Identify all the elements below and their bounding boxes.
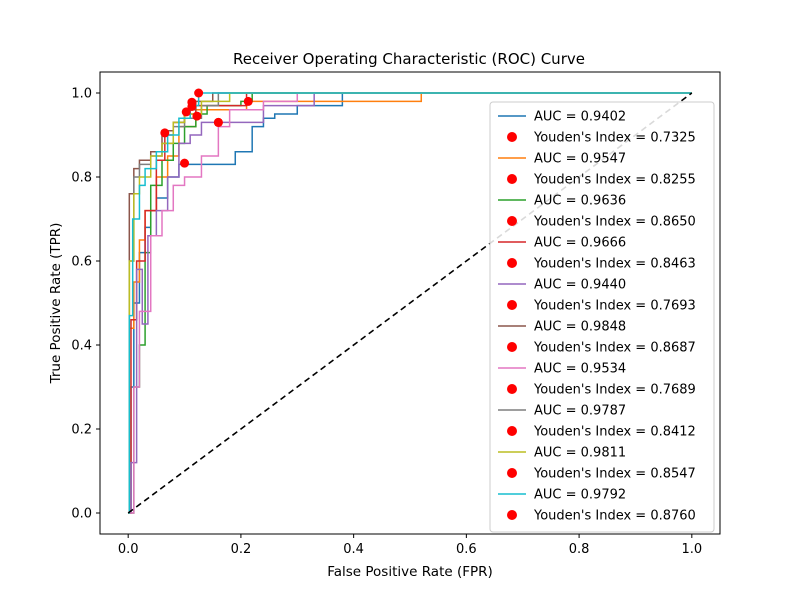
chart-title: Receiver Operating Characteristic (ROC) … <box>233 50 585 68</box>
y-tick-label: 0.4 <box>71 339 92 354</box>
legend-box <box>489 101 715 533</box>
legend-label-auc: AUC = 0.9848 <box>534 320 626 335</box>
youden-point-7 <box>213 117 223 127</box>
youden-point-8 <box>181 107 191 117</box>
legend-label-auc: AUC = 0.9636 <box>534 194 626 209</box>
axes-frame <box>99 71 721 535</box>
legend-label-auc: AUC = 0.9547 <box>534 152 626 167</box>
legend-label-auc: AUC = 0.9534 <box>534 362 626 377</box>
y-tick-label: 0.0 <box>71 507 92 522</box>
youden-point-9 <box>187 101 197 111</box>
legend-marker-swatch <box>507 426 517 436</box>
legend-label-auc: AUC = 0.9811 <box>534 446 626 461</box>
youden-point-6 <box>160 128 170 138</box>
legend-label-youden: Youden's Index = 0.8650 <box>533 215 696 230</box>
x-axis-label: False Positive Rate (FPR) <box>327 564 493 580</box>
x-tick-label: 0.0 <box>118 542 139 557</box>
youden-point-1 <box>180 158 190 168</box>
legend-marker-swatch <box>507 510 517 520</box>
roc-curve-9 <box>128 92 692 514</box>
roc-curve-7 <box>128 92 692 514</box>
legend-marker-swatch <box>507 384 517 394</box>
legend-label-youden: Youden's Index = 0.8687 <box>533 341 696 356</box>
legend-marker-swatch <box>507 132 517 142</box>
legend-label-auc: AUC = 0.9787 <box>534 404 626 419</box>
legend-marker-swatch <box>507 174 517 184</box>
x-tick-label: 0.6 <box>456 542 477 557</box>
y-axis-label: True Positive Rate (TPR) <box>48 223 64 385</box>
legend-label-auc: AUC = 0.9666 <box>534 236 626 251</box>
legend-marker-swatch <box>507 468 517 478</box>
x-tick-label: 1.0 <box>681 542 702 557</box>
x-tick-label: 0.2 <box>231 542 252 557</box>
legend-label-auc: AUC = 0.9440 <box>534 278 626 293</box>
y-tick-label: 0.8 <box>71 171 92 186</box>
legend-marker-swatch <box>507 300 517 310</box>
youden-point-2 <box>243 96 253 106</box>
legend-label-auc: AUC = 0.9792 <box>534 488 626 503</box>
legend: AUC = 0.9402 Youden's Index = 0.7325 AUC =… <box>489 101 715 533</box>
x-tick-label: 0.8 <box>569 542 590 557</box>
legend-label-youden: Youden's Index = 0.8760 <box>533 509 696 524</box>
legend-label-auc: AUC = 0.9402 <box>534 110 626 125</box>
legend-label-youden: Youden's Index = 0.8255 <box>533 173 696 188</box>
legend-label-youden: Youden's Index = 0.7693 <box>533 299 696 314</box>
youden-point-4 <box>192 111 202 121</box>
legend-label-youden: Youden's Index = 0.8463 <box>533 257 696 272</box>
legend-label-youden: Youden's Index = 0.8412 <box>533 425 696 440</box>
youden-point-10 <box>194 88 204 98</box>
y-tick-label: 0.6 <box>71 255 92 270</box>
roc-curve-5 <box>128 92 692 514</box>
y-tick-label: 1.0 <box>71 87 92 102</box>
legend-label-youden: Youden's Index = 0.7689 <box>533 383 696 398</box>
x-tick-label: 0.4 <box>343 542 364 557</box>
legend-marker-swatch <box>507 216 517 226</box>
axis-ticks: 0.0 0.2 0.4 0.6 0.8 1.0 0.0 0.2 0.4 0.6 0.8 1.0 <box>71 87 702 558</box>
legend-label-youden: Youden's Index = 0.8547 <box>533 467 696 482</box>
legend-label-youden: Youden's Index = 0.7325 <box>533 131 696 146</box>
legend-marker-swatch <box>507 342 517 352</box>
legend-marker-swatch <box>507 258 517 268</box>
y-tick-label: 0.2 <box>71 423 92 438</box>
